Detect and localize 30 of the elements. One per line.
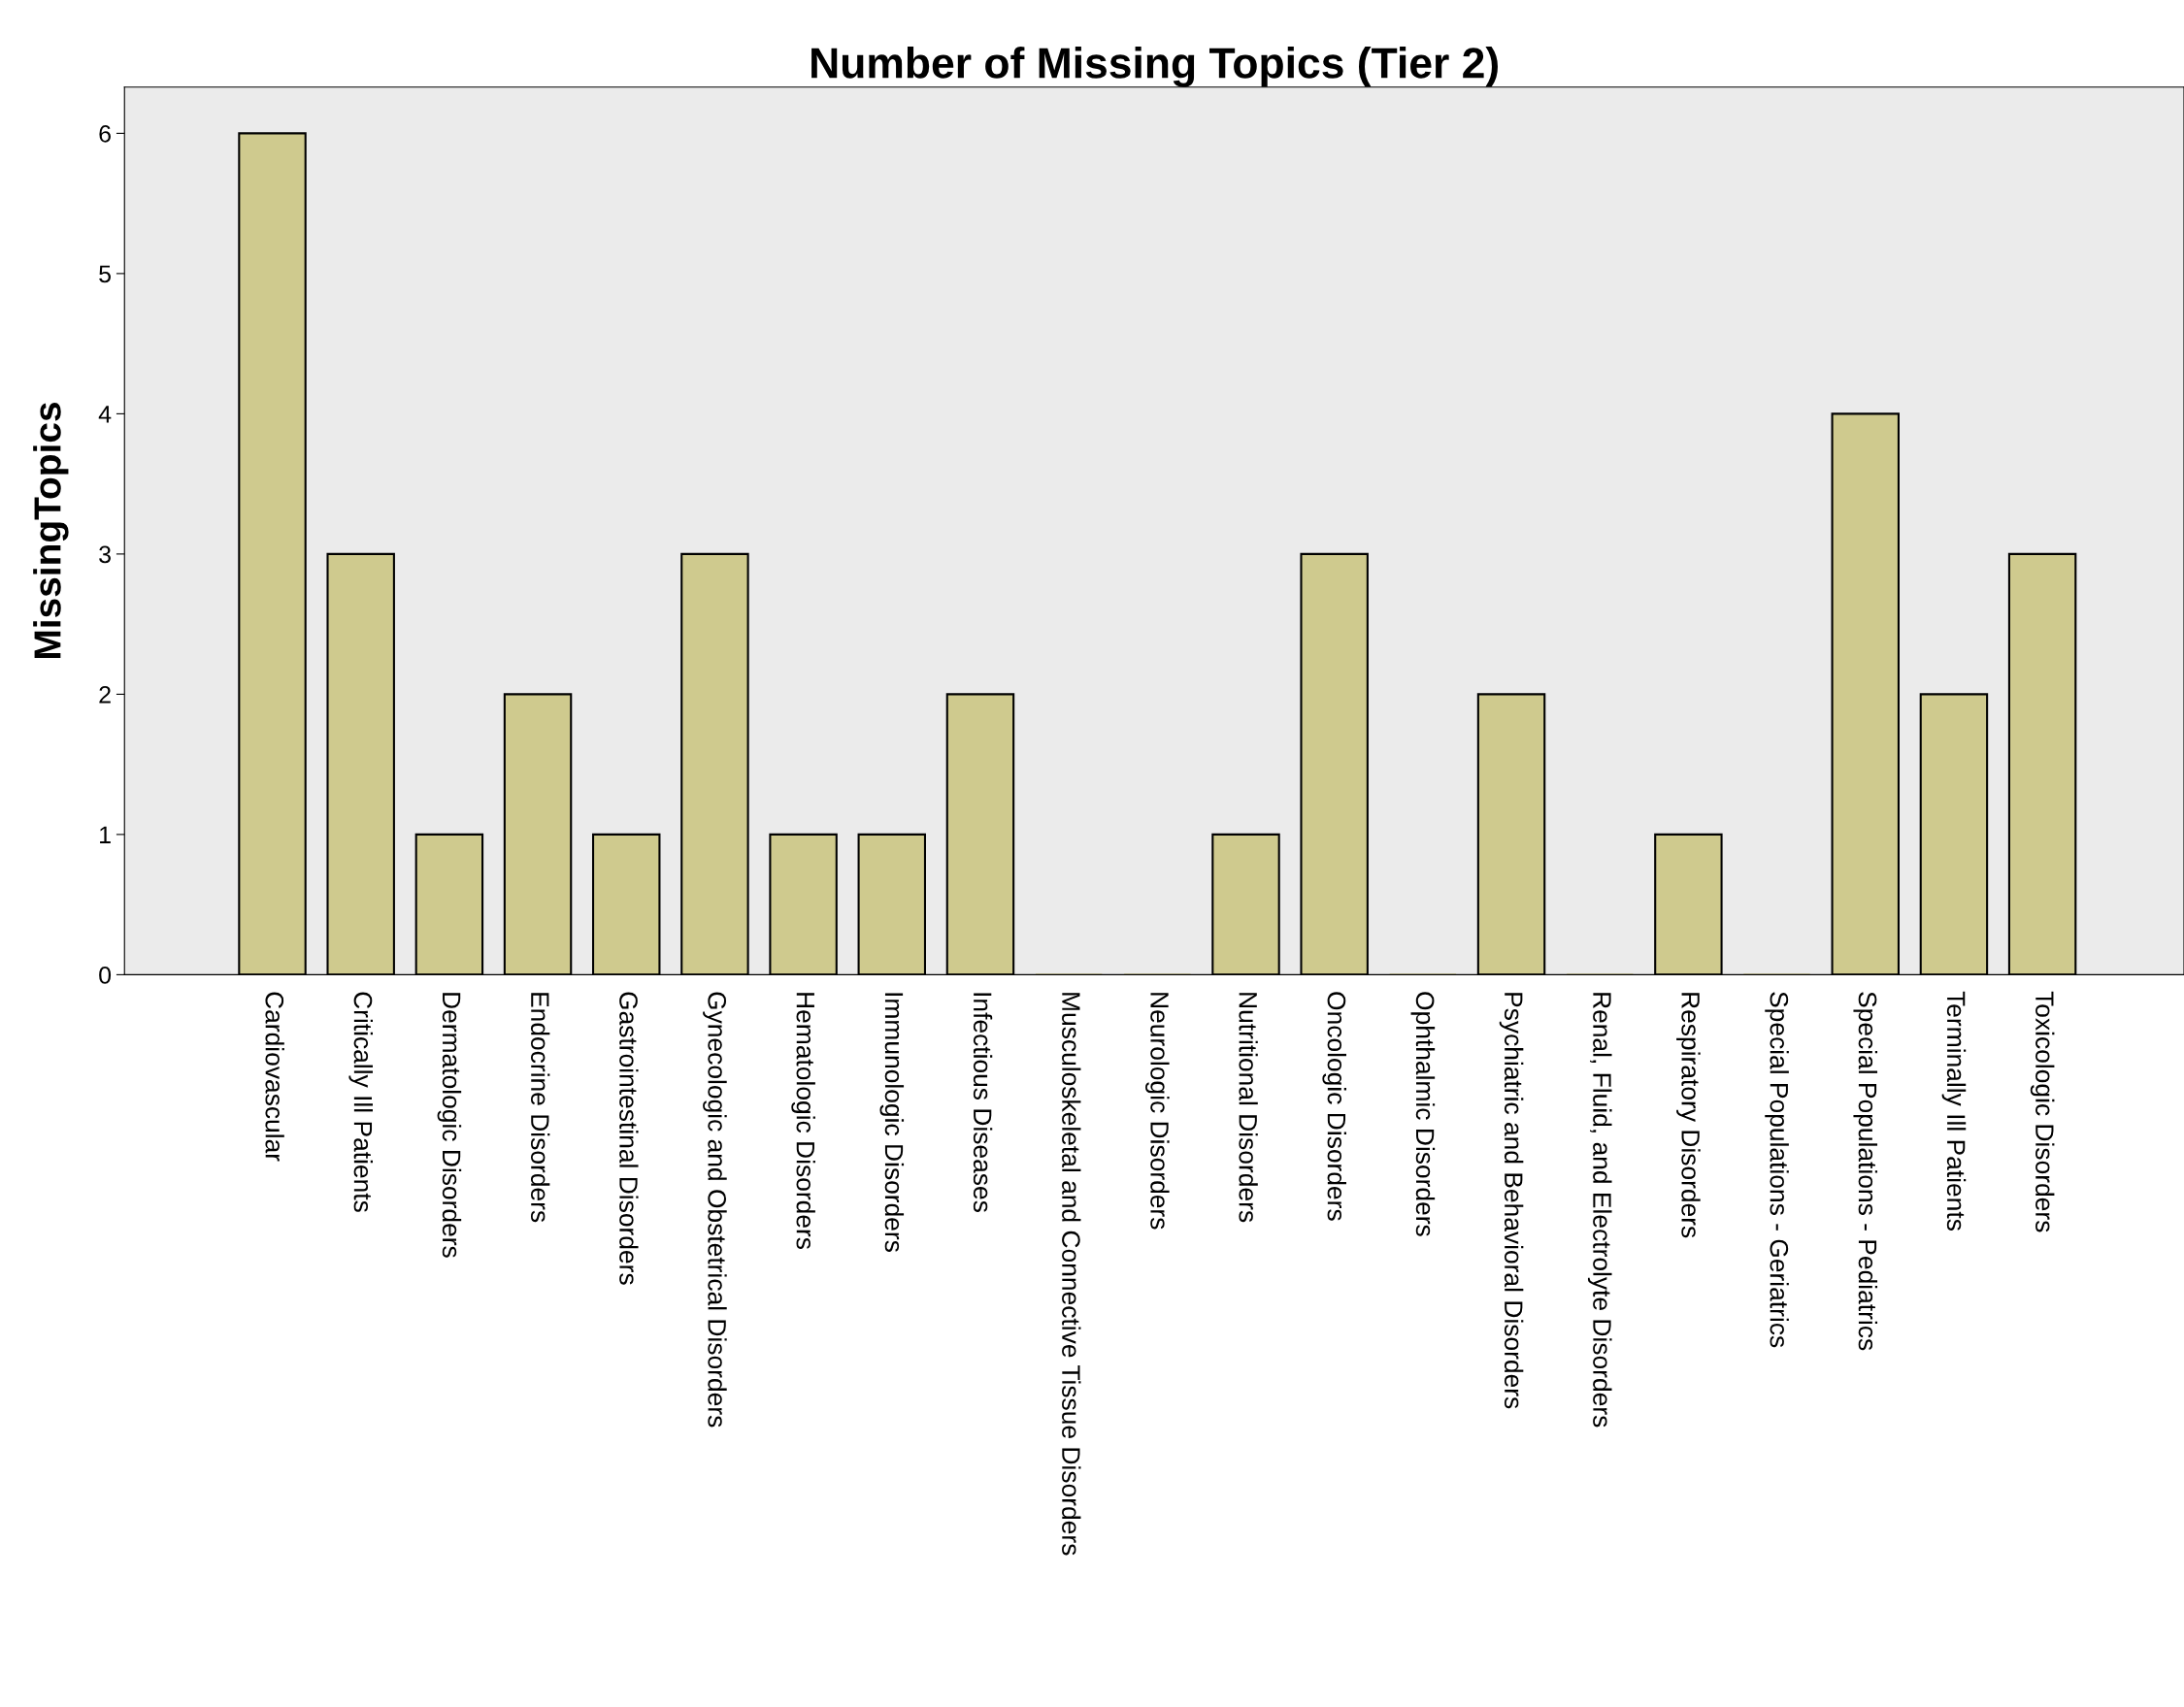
x-tick-label: Immunologic Disorders xyxy=(879,993,905,1252)
x-tick-label: Neurologic Disorders xyxy=(1145,993,1170,1230)
x-tick-label: Special Populations - Pediatrics xyxy=(1853,992,1878,1351)
x-tick-label: Endocrine Disorders xyxy=(530,993,550,1223)
x-tick-label: Infectious Diseases xyxy=(973,993,993,1212)
x-tick-label: Hematologic Disorders xyxy=(791,993,815,1250)
x-tick-label: Gastrointestinal Disorders xyxy=(619,992,639,1285)
y-tick-label: 5 xyxy=(99,265,112,283)
x-tick-label: Terminally Ill Patients xyxy=(1941,991,1967,1231)
x-tick-label: Ophthalmic Disorders xyxy=(1410,992,1436,1236)
x-tick-label: Nutritional Disorders xyxy=(1239,993,1258,1223)
x-tick-label: Cardiovascular xyxy=(265,992,284,1162)
x-tick-label: Gynecologic and Obstetrical Disorders xyxy=(703,992,727,1428)
y-tick-label: 0 xyxy=(99,966,112,984)
chart-title: Number of Missing Topics (Tier 2) xyxy=(811,47,1498,87)
x-tick-label: Psychiatric and Behavioral Disorders xyxy=(1499,993,1524,1409)
x-tick-label: Musculoskeletal and Connective Tissue Disorders xyxy=(1062,993,1081,1556)
x-tick-label: Critically Ill Patients xyxy=(348,992,373,1212)
y-tick-label: 4 xyxy=(98,406,112,423)
x-tick-label: Toxicologic Disorders xyxy=(2030,991,2055,1232)
x-tick-label: Dermatologic Disorders xyxy=(437,993,462,1258)
y-tick-label: 6 xyxy=(99,125,111,143)
y-axis-title: MissingTopics xyxy=(33,403,69,659)
y-tick-label: 3 xyxy=(99,545,111,564)
x-tick-label: Respiratory Disorders xyxy=(1676,993,1701,1238)
x-tick-label: Renal, Fluid, and Electrolyte Disorders xyxy=(1587,993,1612,1428)
x-tick-label: Special Populations - Geriatrics xyxy=(1765,992,1789,1348)
y-tick-label: 1 xyxy=(100,826,111,843)
x-tick-label: Oncologic Disorders xyxy=(1322,992,1346,1221)
y-tick-label: 2 xyxy=(99,685,111,704)
